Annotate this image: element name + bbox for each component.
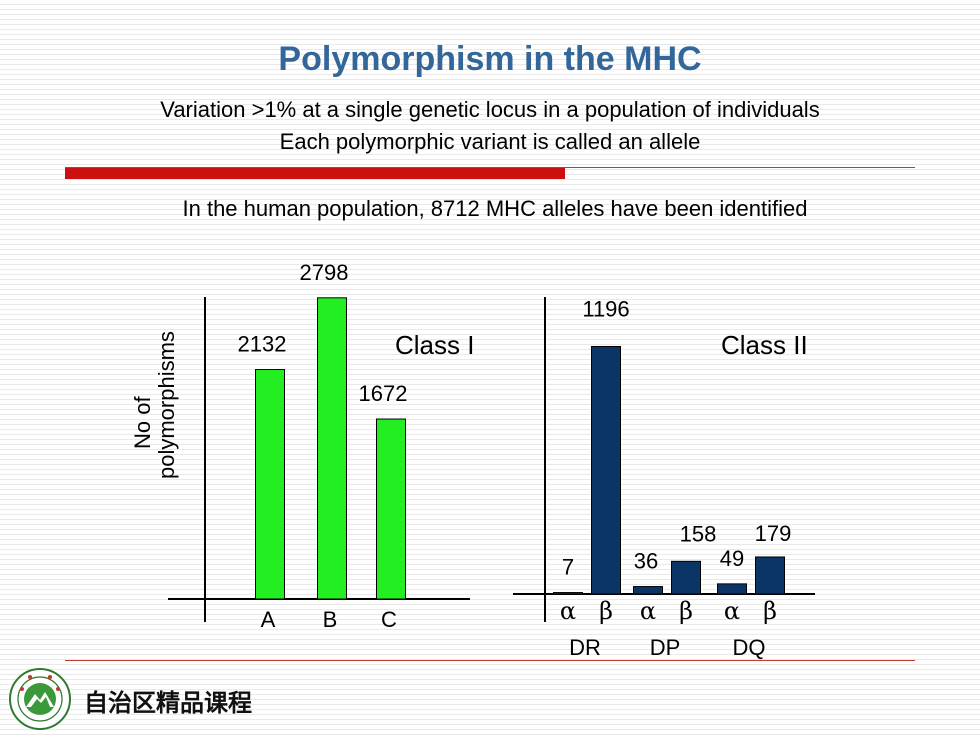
class-ii-bar xyxy=(633,586,663,595)
class-i-chart: Class I No of polymorphisms 2132 A 2798 B 16… xyxy=(130,260,474,632)
class-ii-group-label: DP xyxy=(650,635,681,660)
university-seal-logo xyxy=(9,668,71,730)
class-i-bar-C xyxy=(376,418,406,600)
class-ii-bar xyxy=(755,556,785,595)
subtitle-line-1: Variation >1% at a single genetic locus … xyxy=(160,97,820,122)
class-i-title: Class I xyxy=(395,330,474,360)
class-ii-tick-label: β xyxy=(763,597,777,625)
class-i-tick-label: B xyxy=(323,607,338,632)
course-label: 自治区精品课程 xyxy=(84,690,252,717)
subtitle-line-2: Each polymorphic variant is called an al… xyxy=(279,129,701,154)
title-divider-thin xyxy=(65,167,915,168)
class-ii-group-label: DQ xyxy=(733,635,766,660)
class-i-value-label: 1672 xyxy=(359,381,408,406)
class-ii-bar xyxy=(553,592,583,595)
y-axis-label-line-1: No of xyxy=(130,396,155,449)
class-ii-value-label: 179 xyxy=(755,521,792,546)
class-i-value-label: 2132 xyxy=(238,332,287,357)
class-i-value-label: 2798 xyxy=(300,260,349,285)
class-i-bar-A xyxy=(255,369,285,600)
class-ii-tick-label: α xyxy=(724,597,740,625)
class-ii-title: Class II xyxy=(721,330,808,360)
class-ii-group-label: DR xyxy=(569,635,601,660)
class-ii-tick-label: β xyxy=(599,597,613,625)
class-ii-bar xyxy=(591,345,621,595)
class-i-bar-B xyxy=(317,297,347,600)
class-ii-bar xyxy=(717,583,747,595)
mhc-polymorphism-charts: Class I No of polymorphisms 2132 A 2798 B 16… xyxy=(130,260,815,660)
y-axis-label-line-2: polymorphisms xyxy=(154,331,179,479)
class-ii-value-label: 158 xyxy=(680,521,717,546)
footer-divider xyxy=(65,660,915,661)
class-ii-chart: Class II 7 α 1196 β 36 α 158 β 49 α 179 β DR DP DQ xyxy=(513,296,815,660)
class-ii-bar xyxy=(671,560,701,595)
class-ii-value-label: 49 xyxy=(720,546,744,571)
class-ii-value-label: 7 xyxy=(562,555,574,580)
slide-title: Polymorphism in the MHC xyxy=(278,40,702,78)
class-i-tick-label: A xyxy=(261,607,276,632)
intro-text: In the human population, 8712 MHC allele… xyxy=(182,196,808,221)
class-i-tick-label: C xyxy=(381,607,397,632)
title-divider-accent-bar xyxy=(65,168,565,179)
class-ii-value-label: 36 xyxy=(634,549,658,574)
class-ii-tick-label: α xyxy=(640,597,656,625)
class-ii-value-label: 1196 xyxy=(582,296,629,321)
class-ii-tick-label: β xyxy=(679,597,693,625)
class-ii-tick-label: α xyxy=(560,597,576,625)
